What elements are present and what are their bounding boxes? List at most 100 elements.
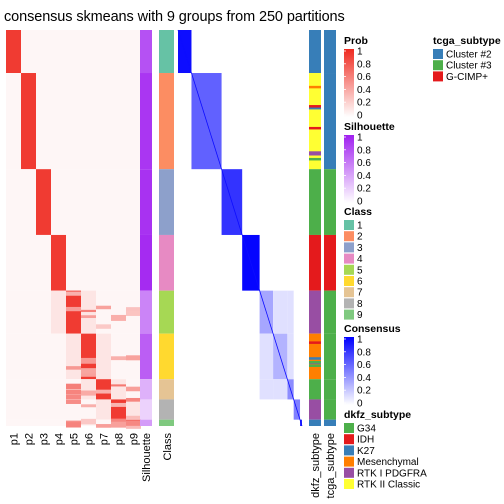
- prob-cell-p5-class-8: [66, 399, 81, 420]
- silhouette-legend-tick-0.8: 0.8: [357, 145, 371, 156]
- prob-cell-p3-class-9: [36, 419, 51, 426]
- prob-texture-mark: [81, 315, 96, 319]
- prob-texture-mark: [66, 389, 81, 395]
- dkfz-subtype-legend-label-RTK-II-Classic: RTK II Classic: [357, 480, 420, 491]
- prob-cell-p2-class-3: [21, 169, 36, 235]
- consensus-offdiag-block: [287, 290, 294, 334]
- prob-cell-p9-class-8: [126, 399, 141, 420]
- prob-texture-mark: [111, 418, 126, 425]
- prob-legend-tick-1: 1: [357, 47, 363, 58]
- dkfz-subtype-legend-label-G34: G34: [357, 424, 376, 435]
- prob-texture-mark: [96, 424, 111, 428]
- prob-texture-mark: [126, 307, 141, 312]
- prob-cell-p4-class-7: [51, 379, 66, 400]
- dkfz-mixed-stripe: [309, 364, 321, 367]
- prob-legend-tick-0.4: 0.4: [357, 85, 371, 96]
- dkfz-subtype-legend-swatch-G34: [344, 423, 354, 433]
- prob-texture-mark: [111, 314, 126, 321]
- silhouette-cell-class-9: [140, 419, 152, 426]
- prob-cell-p6-class-4: [81, 234, 96, 291]
- class-cell-7: [159, 379, 174, 400]
- prob-cell-p2-class-6: [21, 333, 36, 380]
- class-legend-swatch-9: [344, 309, 354, 320]
- prob-cell-p3-class-2: [36, 73, 51, 170]
- prob-texture-mark: [126, 420, 141, 427]
- prob-cell-p4-class-9: [51, 419, 66, 426]
- dkfz-cell-class-2: [309, 73, 321, 170]
- class-legend-label-4: 4: [357, 254, 363, 265]
- dkfz-mixed-stripe: [309, 354, 321, 358]
- prob-cell-p8-class-1: [111, 30, 126, 74]
- prob-texture-mark: [81, 404, 96, 408]
- prob-cell-p5-class-1: [66, 30, 81, 74]
- prob-texture-mark: [111, 356, 126, 361]
- consensus-diagonal: [177, 29, 303, 427]
- tcga-cell-class-8: [324, 399, 336, 420]
- tcga-cell-class-3: [324, 169, 336, 235]
- prob-cell-p1-class-7: [6, 379, 21, 400]
- dkfz-subtype-legend-label-Mesenchymal: Mesenchymal: [357, 457, 419, 468]
- prob-cell-p8-class-5: [111, 290, 126, 334]
- tcga-cell-class-9: [324, 419, 336, 426]
- prob-texture-mark: [81, 357, 96, 364]
- silhouette-cell-class-4: [140, 234, 152, 291]
- dkfz-mixed-stripe: [309, 360, 321, 364]
- consensus-offdiag-block: [287, 333, 294, 380]
- prob-texture-mark: [96, 305, 111, 310]
- prob-cell-p3-class-3: [36, 169, 51, 235]
- class-column-label: Class: [162, 433, 174, 461]
- prob-cell-p6-class-2: [81, 73, 96, 170]
- dkfz-mixed-stripe: [309, 157, 321, 161]
- tcga-subtype-legend-title: tcga_subtype: [433, 35, 501, 47]
- class-legend-label-5: 5: [357, 265, 363, 276]
- prob-cell-p7-class-9: [96, 419, 111, 426]
- prob-cell-p2-class-2: [21, 73, 36, 170]
- dkfz-mixed-stripe: [309, 341, 321, 344]
- silhouette-legend-tick-0.4: 0.4: [357, 171, 371, 182]
- prob-cell-p7-class-7: [96, 379, 111, 400]
- prob-cell-p3-class-5: [36, 290, 51, 334]
- prob-texture-mark: [111, 421, 126, 428]
- chart-title: consensus skmeans with 9 groups from 250…: [4, 9, 345, 25]
- prob-texture-mark: [126, 415, 141, 419]
- prob-cell-p2-class-9: [21, 419, 36, 426]
- prob-cell-p9-class-3: [126, 169, 141, 235]
- dkfz-cell-class-9: [309, 419, 321, 426]
- tcga-subtype-legend-label-Cluster-2: Cluster #2: [446, 50, 492, 61]
- prob-cell-p4-class-3: [51, 169, 66, 235]
- dkfz-cell-class-8: [309, 399, 321, 420]
- prob-cell-p3-class-8: [36, 399, 51, 420]
- prob-cell-p5-class-6: [66, 333, 81, 380]
- class-legend-swatch-7: [344, 287, 354, 298]
- silhouette-legend-tick-1: 1: [357, 133, 363, 144]
- class-legend-swatch-8: [344, 298, 354, 309]
- prob-texture-mark: [81, 309, 96, 313]
- tcga-cell-class-4: [324, 234, 336, 291]
- tcga-cell-class-5: [324, 290, 336, 334]
- prob-cell-p2-class-5: [21, 290, 36, 334]
- class-cell-9: [159, 419, 174, 426]
- dkfz-subtype-legend-swatch-IDH: [344, 434, 354, 445]
- class-legend-title: Class: [344, 206, 372, 218]
- dkfz-mixed-stripe: [309, 85, 321, 89]
- prob-legend-tick-0.8: 0.8: [357, 59, 371, 70]
- class-legend-label-7: 7: [357, 288, 363, 299]
- silhouette-cell-class-3: [140, 169, 152, 235]
- silhouette-legend-colorbar: [344, 135, 354, 203]
- prob-texture-mark: [81, 368, 96, 374]
- prob-cell-p7-class-3: [96, 169, 111, 235]
- dkfz-mixed-stripe: [309, 357, 321, 360]
- prob-texture-mark: [126, 397, 141, 402]
- class-cell-8: [159, 399, 174, 420]
- silhouette-legend-title: Silhouette: [344, 121, 395, 133]
- prob-cell-p8-class-4: [111, 234, 126, 291]
- dkfz-column-label: dkfz_subtype: [310, 433, 322, 498]
- class-legend-swatch-3: [344, 242, 354, 253]
- prob-texture-mark: [66, 291, 81, 296]
- prob-cell-p2-class-1: [21, 30, 36, 74]
- silhouette-cell-class-5: [140, 290, 152, 334]
